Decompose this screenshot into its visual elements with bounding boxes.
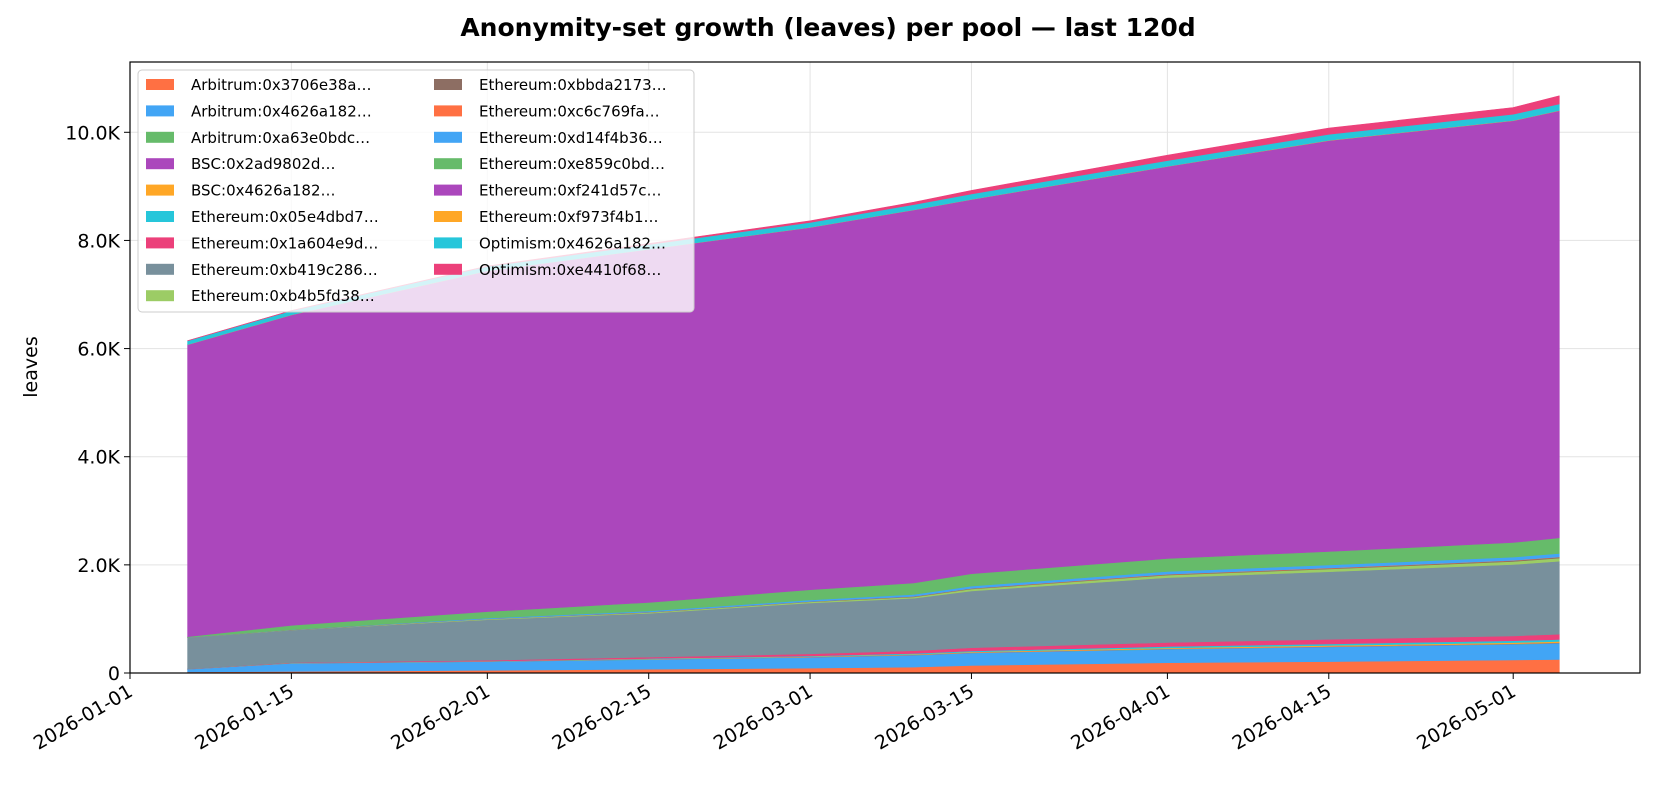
legend-label: Ethereum:0xf973f4b1… — [479, 208, 659, 226]
legend-label: Optimism:0xe4410f68… — [479, 261, 661, 279]
x-tick-label: 2026-03-01 — [710, 680, 817, 754]
y-tick-label: 8.0K — [77, 230, 120, 252]
legend-label: Ethereum:0xc6c769fa… — [479, 102, 660, 120]
x-tick-label: 2026-04-01 — [1067, 680, 1174, 754]
legend-label: Arbitrum:0x4626a182… — [191, 102, 372, 120]
legend-label: Optimism:0x4626a182… — [479, 234, 666, 252]
legend-label: BSC:0x2ad9802d… — [191, 155, 335, 173]
y-axis: 0 2.0K 4.0K 6.0K 8.0K 10.0K — [65, 122, 130, 685]
legend-swatch — [146, 79, 174, 90]
y-axis-label: leaves — [20, 336, 42, 397]
legend-swatch — [146, 237, 174, 249]
legend-label: Ethereum:0xe859c0bd… — [479, 155, 665, 173]
legend-label: BSC:0x4626a182… — [191, 182, 336, 200]
legend-swatch — [434, 105, 462, 117]
legend: Arbitrum:0x3706e38a… Arbitrum:0x4626a182…… — [137, 69, 695, 313]
x-tick-label: 2026-04-15 — [1229, 680, 1336, 754]
legend-swatch — [146, 263, 174, 275]
legend-label: Ethereum:0xb4b5fd38… — [191, 287, 375, 305]
x-axis: 2026-01-01 2026-01-15 2026-02-01 2026-02-15… — [30, 673, 1520, 755]
stacked-areas — [187, 95, 1560, 674]
y-tick-label: 10.0K — [65, 122, 120, 144]
legend-swatch — [434, 184, 462, 196]
legend-label: Ethereum:0xb419c286… — [191, 261, 378, 279]
legend-swatch — [146, 290, 174, 302]
legend-swatch — [146, 131, 174, 143]
y-tick-label: 0 — [108, 663, 120, 685]
legend-label: Ethereum:0xbbda2173… — [479, 76, 667, 94]
chart-title: Anonymity-set growth (leaves) per pool —… — [460, 13, 1195, 42]
legend-swatch — [146, 158, 174, 170]
y-tick-label: 4.0K — [77, 447, 120, 469]
legend-swatch — [434, 263, 462, 275]
legend-label: Ethereum:0xd14f4b36… — [479, 129, 663, 147]
legend-label: Ethereum:0x05e4dbd7… — [191, 208, 379, 226]
legend-label: Arbitrum:0x3706e38a… — [191, 76, 371, 94]
legend-swatch — [146, 211, 174, 222]
x-tick-label: 2026-02-15 — [549, 680, 656, 754]
plot-frame — [129, 61, 1641, 674]
legend-label: Ethereum:0xf241d57c… — [479, 182, 662, 200]
legend-swatch — [434, 79, 462, 90]
legend-swatch — [146, 184, 174, 196]
legend-swatch — [434, 158, 462, 170]
y-tick-label: 6.0K — [77, 339, 120, 361]
legend-box — [137, 69, 695, 313]
x-tick-label: 2026-01-15 — [191, 680, 298, 754]
legend-swatch — [434, 211, 462, 222]
legend-label: Ethereum:0x1a604e9d… — [191, 234, 378, 252]
x-tick-label: 2026-02-01 — [387, 680, 494, 754]
x-tick-label: 2026-05-01 — [1413, 680, 1520, 754]
legend-swatch — [146, 105, 174, 117]
y-tick-label: 2.0K — [77, 555, 120, 577]
legend-label: Arbitrum:0xa63e0bdc… — [191, 129, 370, 147]
x-tick-label: 2026-03-15 — [871, 680, 978, 754]
x-tick-label: 2026-01-01 — [30, 680, 137, 754]
legend-swatch — [434, 131, 462, 143]
legend-swatch — [434, 237, 462, 249]
